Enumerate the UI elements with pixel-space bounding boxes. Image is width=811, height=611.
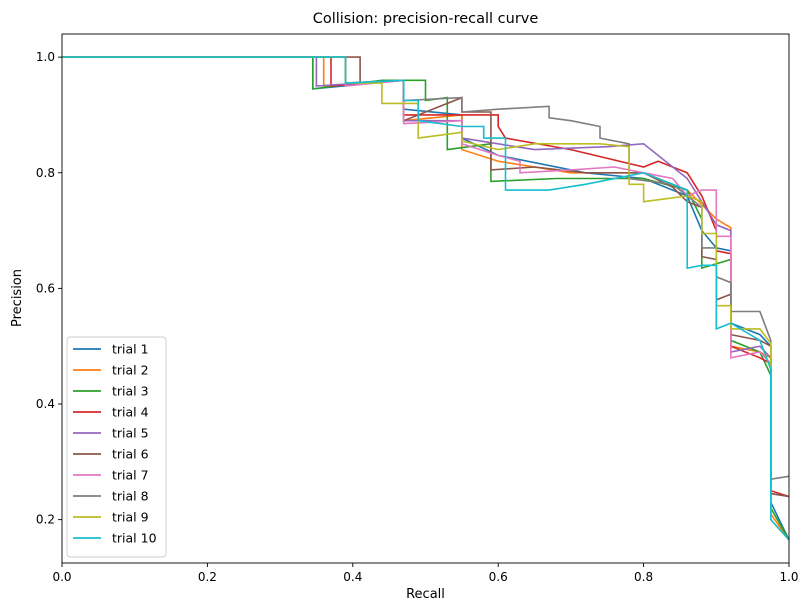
legend-label-trial-10: trial 10 xyxy=(112,531,157,546)
x-tick-label: 0.2 xyxy=(198,570,217,584)
x-axis-ticks: 0.0 0.2 0.4 0.6 0.8 1.0 xyxy=(52,563,799,584)
x-axis-label: Recall xyxy=(406,587,445,602)
plot-frame xyxy=(61,33,790,564)
legend-label-trial-6: trial 6 xyxy=(112,447,149,462)
y-axis-label: Precision xyxy=(10,269,25,327)
series-line-trial-9 xyxy=(62,56,790,541)
legend-label-trial-5: trial 5 xyxy=(112,426,149,441)
plot-area xyxy=(62,34,789,563)
legend-label-trial-2: trial 2 xyxy=(112,363,149,378)
x-tick-label: 1.0 xyxy=(779,570,798,584)
series-line-trial-8 xyxy=(62,56,790,481)
legend: trial 1 trial 2 trial 3 trial 4 trial 5 trial… xyxy=(66,336,167,558)
y-tick-label: 0.6 xyxy=(36,281,55,295)
y-tick-label: 1.0 xyxy=(36,50,55,64)
legend-label-trial-7: trial 7 xyxy=(112,468,149,483)
x-tick-label: 0.4 xyxy=(343,570,362,584)
x-tick-label: 0.0 xyxy=(52,570,71,584)
legend-box xyxy=(66,336,167,558)
series-layer xyxy=(62,56,790,541)
y-axis-ticks: 0.2 0.4 0.6 0.8 1.0 xyxy=(36,50,62,527)
y-tick-label: 0.4 xyxy=(36,397,55,411)
legend-label-trial-8: trial 8 xyxy=(112,489,149,504)
x-tick-label: 0.8 xyxy=(634,570,653,584)
y-tick-label: 0.2 xyxy=(36,513,55,527)
legend-label-trial-9: trial 9 xyxy=(112,510,149,525)
legend-label-trial-1: trial 1 xyxy=(112,342,149,357)
legend-label-trial-3: trial 3 xyxy=(112,384,149,399)
y-tick-label: 0.8 xyxy=(36,166,55,180)
legend-label-trial-4: trial 4 xyxy=(112,405,149,420)
chart-title: Collision: precision-recall curve xyxy=(313,11,539,27)
series-line-trial-10 xyxy=(62,56,790,541)
x-tick-label: 0.6 xyxy=(489,570,508,584)
